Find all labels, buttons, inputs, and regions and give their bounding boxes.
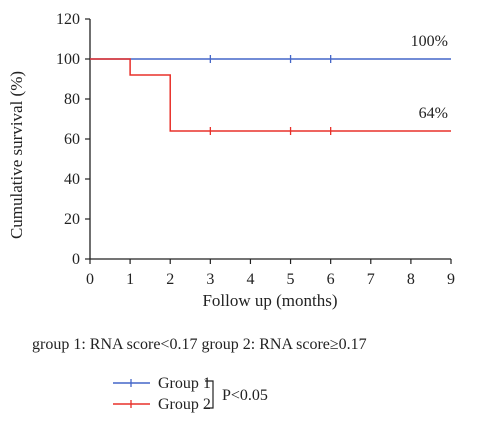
y-axis-title: Cumulative survival (%) — [7, 71, 26, 239]
series-group — [90, 55, 451, 135]
y-tick-label: 100 — [56, 51, 80, 68]
legend: Group 1 Group 2 P<0.05 — [113, 375, 268, 413]
y-tick-label: 80 — [64, 91, 80, 108]
legend-label: Group 1 — [158, 375, 211, 392]
end-value-label: 64% — [419, 105, 448, 122]
y-tick-label: 0 — [72, 251, 80, 268]
x-axis-title: Follow up (months) — [202, 291, 337, 310]
significance-label: P<0.05 — [222, 387, 268, 404]
end-value-label: 100% — [411, 33, 448, 50]
legend-bracket — [205, 380, 214, 409]
x-tick-label: 6 — [327, 271, 335, 288]
legend-label: Group 2 — [158, 396, 211, 413]
y-tick-label: 40 — [64, 171, 80, 188]
x-tick-label: 3 — [206, 271, 214, 288]
x-tick-label: 7 — [367, 271, 375, 288]
x-tick-label: 4 — [246, 271, 254, 288]
y-tick-label: 120 — [56, 11, 80, 28]
axes: 0 20 40 60 80 100 120 0 1 2 3 4 5 6 7 8 9 — [56, 11, 455, 288]
x-tick-label: 5 — [287, 271, 295, 288]
x-tick-label: 1 — [126, 271, 134, 288]
x-tick-label: 9 — [447, 271, 455, 288]
y-tick-label: 60 — [64, 131, 80, 148]
series-line-group-2 — [90, 58, 451, 132]
caption: group 1: RNA score<0.17 group 2: RNA sco… — [32, 336, 367, 353]
y-tick-label: 20 — [64, 211, 80, 228]
x-tick-label: 0 — [86, 271, 94, 288]
annotations: 100% 64% — [411, 33, 448, 122]
x-tick-label: 8 — [407, 271, 415, 288]
x-tick-label: 2 — [166, 271, 174, 288]
